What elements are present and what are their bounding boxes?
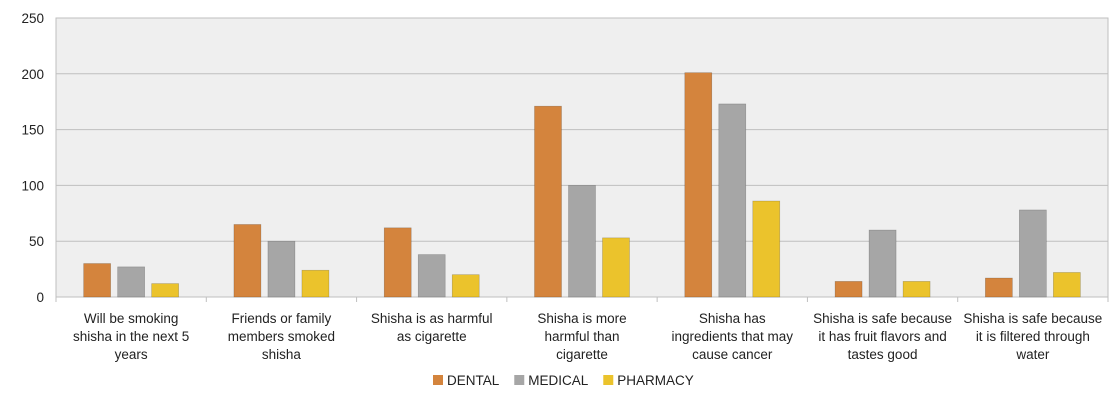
x-category-label: Shisha is more harmful than cigarette: [537, 311, 626, 362]
x-category-label: Shisha has ingredients that may cause canc…: [671, 311, 793, 362]
bar-pharmacy: [301, 269, 330, 298]
bar-medical: [868, 229, 897, 298]
bar-dental: [383, 227, 412, 298]
bar-pharmacy: [451, 274, 480, 298]
bar-medical: [117, 266, 145, 298]
x-category-label: Friends or family members smoked shisha: [228, 311, 335, 362]
x-category-label: Shisha is safe because it has fruit flavo…: [813, 311, 952, 362]
bar-dental: [834, 281, 863, 298]
x-category-label: Shisha is safe because it is filtered thr…: [963, 311, 1102, 362]
legend: DENTAL MEDICAL PHARMACY: [433, 373, 694, 388]
bar-dental: [985, 277, 1013, 298]
y-tick-label: 0: [36, 290, 44, 305]
bars: [83, 72, 1081, 298]
bar-medical: [718, 103, 747, 298]
y-tick-label: 50: [29, 234, 44, 249]
bar-dental: [83, 263, 111, 298]
legend-label-medical: MEDICAL: [528, 373, 589, 388]
legend-label-pharmacy: PHARMACY: [617, 373, 694, 388]
bar-pharmacy: [602, 237, 630, 298]
x-category-label: Shisha is as harmful as cigarette: [371, 311, 493, 344]
legend-swatch-medical: [514, 375, 525, 385]
legend-swatch-pharmacy: [603, 375, 614, 385]
legend-swatch-dental: [433, 375, 443, 385]
bar-pharmacy: [1053, 272, 1081, 298]
bar-medical: [267, 240, 296, 298]
legend-label-dental: DENTAL: [447, 373, 500, 388]
bar-medical: [568, 185, 596, 298]
y-axis: 0 50 100 150 200 250: [21, 11, 44, 305]
y-tick-label: 150: [21, 123, 44, 138]
bar-pharmacy: [902, 281, 931, 298]
bar-dental: [534, 105, 562, 298]
bar-dental: [233, 224, 262, 298]
y-tick-label: 200: [21, 67, 44, 82]
bar-medical: [1019, 209, 1047, 298]
bar-pharmacy: [752, 200, 781, 298]
bar-dental: [684, 72, 713, 298]
y-tick-label: 100: [21, 178, 44, 193]
x-category-label: Will be smoking shisha in the next 5 years: [73, 311, 189, 362]
y-tick-label: 250: [21, 11, 44, 26]
bar-medical: [417, 254, 446, 298]
bar-pharmacy: [151, 283, 179, 298]
x-axis: Will be smoking shisha in the next 5 years…: [55, 297, 1109, 362]
